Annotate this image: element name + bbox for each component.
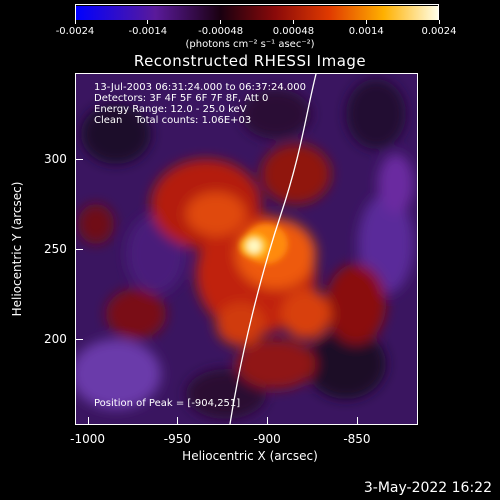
info-line: 13-Jul-2003 06:31:24.000 to 06:37:24.000 xyxy=(94,82,306,93)
y-tick-mark xyxy=(75,159,83,161)
x-tick-mark xyxy=(177,417,179,425)
colorbar-tick-mark xyxy=(74,20,76,24)
x-tick-label: -1000 xyxy=(70,432,105,446)
colorbar-tick-label: -0.0014 xyxy=(128,26,168,37)
colorbar-tick-mark xyxy=(438,20,440,24)
colorbar-gradient xyxy=(76,6,438,20)
colorbar-tick-mark xyxy=(365,20,367,24)
colorbar-tick-label: 0.0024 xyxy=(421,26,457,37)
colorbar-units: (photons cm⁻² s⁻¹ asec⁻²) xyxy=(185,39,315,50)
colorbar-tick-mark xyxy=(147,20,149,24)
y-tick-label: 200 xyxy=(44,331,67,346)
y-tick-label: 300 xyxy=(44,152,67,167)
image-plot: 13-Jul-2003 06:31:24.000 to 06:37:24.000… xyxy=(75,73,418,425)
peak-position: Position of Peak = [-904,251] xyxy=(94,398,241,409)
plot-title: Reconstructed RHESSI Image xyxy=(133,52,367,70)
x-tick-label: -850 xyxy=(343,432,371,446)
y-tick-label: 250 xyxy=(44,242,67,256)
colorbar xyxy=(75,4,439,20)
colorbar-tick-mark xyxy=(220,20,222,24)
colorbar-tick-label: -0.00048 xyxy=(198,26,244,37)
y-tick-mark xyxy=(75,338,83,340)
colorbar-tick-label: 0.00048 xyxy=(272,26,315,37)
x-axis-label: Heliocentric X (arcsec) xyxy=(182,449,318,463)
solar-limb-line xyxy=(229,74,317,424)
x-tick-mark xyxy=(87,417,89,425)
timestamp: 3-May-2022 16:22 xyxy=(363,480,492,496)
colorbar-tick-mark xyxy=(292,20,294,24)
x-tick-mark xyxy=(267,417,269,425)
y-tick-mark xyxy=(75,249,83,250)
colorbar-tick-label: 0.0014 xyxy=(348,26,384,37)
info-line: Clean Total counts: 1.06E+03 xyxy=(94,115,252,126)
info-line: Energy Range: 12.0 - 25.0 keV xyxy=(94,104,247,115)
rhessi-image xyxy=(76,74,417,424)
y-axis-label: Heliocentric Y (arcsec) xyxy=(10,181,24,317)
info-line: Detectors: 3F 4F 5F 6F 7F 8F, Att 0 xyxy=(94,93,269,104)
x-tick-label: -900 xyxy=(253,432,281,446)
x-tick-mark xyxy=(356,417,358,425)
x-tick-label: -950 xyxy=(163,432,191,446)
colorbar-tick-label: -0.0024 xyxy=(55,26,95,37)
